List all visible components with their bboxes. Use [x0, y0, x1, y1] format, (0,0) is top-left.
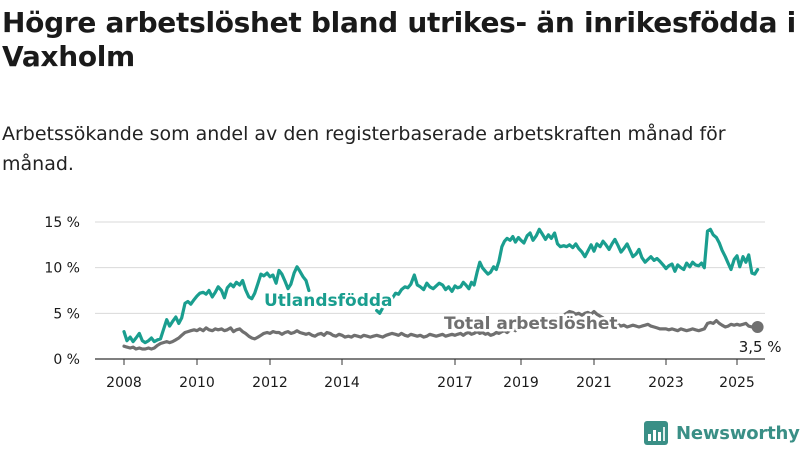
utlandsfodda-label: Utlandsfödda: [264, 291, 393, 311]
y-tick-label: 10 %: [44, 261, 80, 277]
y-axis-ticks: 0 % 5 % 10 % 15 %: [44, 215, 80, 368]
x-tick-label: 2017: [437, 375, 473, 391]
total-arbetsloshet-line: [122, 309, 760, 351]
x-tick-label: 2008: [106, 375, 142, 391]
gridlines: [95, 221, 765, 360]
x-tick-label: 2012: [252, 375, 288, 391]
brand-name: Newsworthy: [676, 422, 800, 444]
y-tick-label: 0 %: [53, 352, 80, 368]
total-end-point: [751, 321, 764, 334]
utlandsfodda-line: [122, 265, 311, 345]
x-axis-ticks: 2008 2010 2012 2014 2017 2019 2021 2023 2025: [106, 359, 755, 391]
x-tick-label: 2023: [648, 375, 684, 391]
newsworthy-brand[interactable]: Newsworthy: [644, 420, 800, 446]
x-tick-label: 2019: [503, 375, 539, 391]
x-tick-label: 2021: [576, 375, 612, 391]
x-tick-label: 2025: [719, 375, 755, 391]
total-arbetsloshet-label: Total arbetslöshet: [444, 314, 618, 334]
chart-subtitle: Arbetssökande som andel av den registerb…: [2, 123, 726, 175]
total-end-value-label: 3,5 %: [739, 338, 782, 356]
y-tick-label: 5 %: [53, 306, 80, 322]
y-tick-label: 15 %: [44, 215, 80, 231]
newsworthy-logo-icon: [644, 421, 668, 445]
chart-title: Högre arbetslöshet bland utrikes- än inr…: [2, 6, 796, 73]
x-tick-label: 2014: [324, 375, 360, 391]
series-lines: [122, 227, 760, 351]
utlandsfodda-line: [375, 227, 760, 315]
total-arbetsloshet-label-halo: Total arbetslöshet: [444, 314, 618, 334]
utlandsfodda-label-halo: Utlandsfödda: [264, 291, 393, 311]
x-tick-label: 2010: [179, 375, 215, 391]
